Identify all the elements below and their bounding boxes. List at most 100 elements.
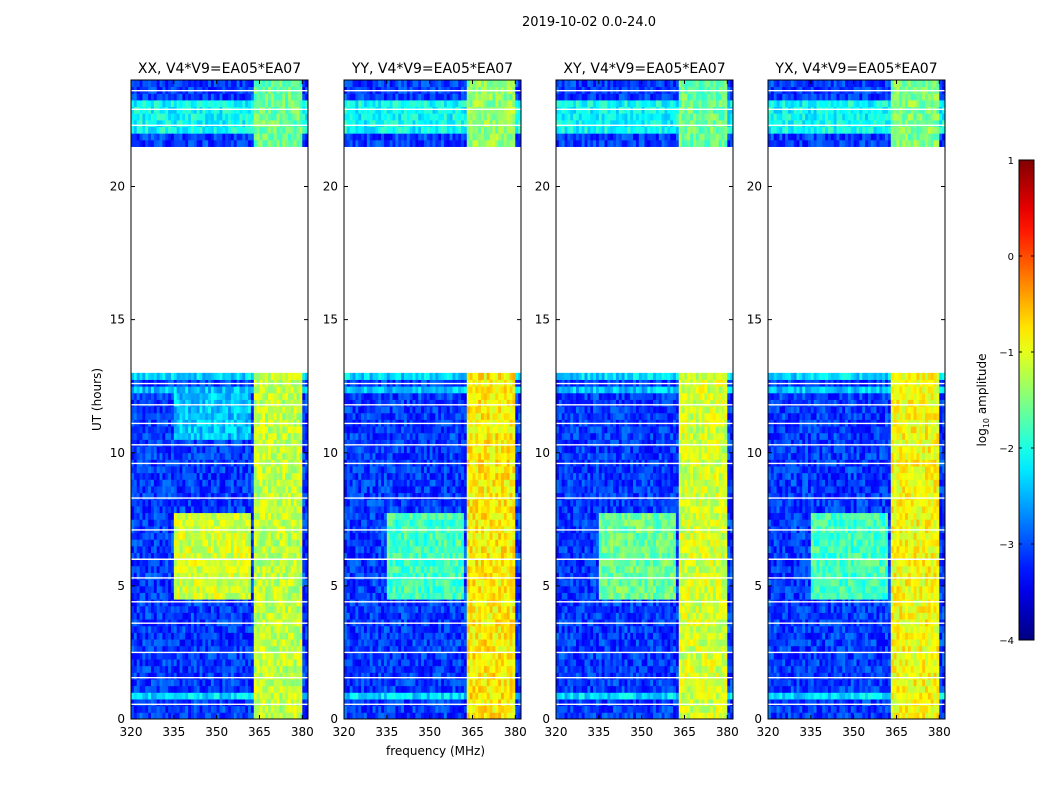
- heatmap-cell: [219, 506, 223, 514]
- heatmap-cell: [159, 599, 163, 607]
- heatmap-cell: [145, 545, 149, 553]
- heatmap-cell: [159, 579, 163, 587]
- heatmap-cell: [150, 486, 155, 494]
- heatmap-cell: [236, 372, 240, 380]
- heatmap-cell: [239, 512, 243, 520]
- heatmap-cell: [182, 512, 186, 520]
- heatmap-cell: [426, 679, 431, 687]
- heatmap-cell: [273, 106, 277, 114]
- heatmap-cell: [148, 466, 152, 474]
- heatmap-cell: [179, 439, 183, 447]
- heatmap-cell: [148, 439, 152, 447]
- heatmap-cell: [182, 113, 186, 121]
- heatmap-cell: [225, 559, 229, 567]
- heatmap-cell: [222, 625, 226, 633]
- heatmap-cell: [262, 605, 266, 613]
- heatmap-cell: [208, 426, 212, 434]
- heatmap-cell: [426, 632, 431, 640]
- heatmap-cell: [495, 692, 499, 700]
- heatmap-cell: [483, 632, 488, 640]
- heatmap-cell: [233, 552, 238, 560]
- heatmap-cell: [233, 119, 238, 127]
- heatmap-cell: [389, 679, 393, 687]
- heatmap-cell: [142, 106, 146, 114]
- heatmap-cell: [153, 106, 158, 114]
- heatmap-cell: [199, 133, 203, 141]
- heatmap-cell: [185, 612, 189, 620]
- heatmap-cell: [150, 645, 155, 653]
- heatmap-cell: [506, 699, 510, 707]
- heatmap-cell: [165, 113, 169, 121]
- heatmap-cell: [443, 679, 448, 687]
- heatmap-cell: [265, 439, 269, 447]
- heatmap-cell: [296, 585, 300, 593]
- heatmap-cell: [268, 625, 272, 633]
- heatmap-cell: [150, 625, 155, 633]
- heatmap-cell: [133, 712, 138, 720]
- heatmap-cell: [302, 426, 306, 434]
- heatmap-cell: [185, 93, 189, 101]
- heatmap-cell: [188, 406, 192, 414]
- heatmap-cell: [196, 592, 200, 600]
- heatmap-cell: [148, 113, 152, 121]
- heatmap-cell: [366, 692, 371, 700]
- heatmap-cell: [253, 659, 258, 667]
- heatmap-cell: [305, 572, 309, 580]
- heatmap-cell: [358, 612, 362, 620]
- heatmap-cell: [233, 479, 238, 487]
- heatmap-cell: [469, 699, 473, 707]
- heatmap-cell: [242, 386, 246, 394]
- heatmap-cell: [236, 506, 240, 514]
- heatmap-cell: [162, 372, 166, 380]
- heatmap-cell: [296, 452, 300, 460]
- heatmap-cell: [369, 599, 373, 607]
- heatmap-cell: [136, 672, 140, 680]
- heatmap-cell: [409, 652, 413, 660]
- heatmap-cell: [288, 652, 292, 660]
- heatmap-cell: [288, 565, 292, 573]
- heatmap-cell: [222, 479, 226, 487]
- heatmap-cell: [208, 532, 212, 540]
- heatmap-cell: [153, 659, 158, 667]
- heatmap-cell: [222, 432, 226, 440]
- heatmap-cell: [518, 659, 522, 667]
- heatmap-cell: [213, 372, 218, 380]
- heatmap-cell: [273, 426, 277, 434]
- heatmap-cell: [173, 99, 178, 108]
- heatmap-cell: [179, 499, 183, 507]
- heatmap-cell: [153, 426, 158, 434]
- heatmap-cell: [381, 659, 385, 667]
- heatmap-cell: [446, 672, 451, 680]
- heatmap-cell: [196, 572, 200, 580]
- heatmap-cell: [173, 113, 178, 121]
- heatmap-cell: [458, 659, 462, 667]
- heatmap-cell: [282, 80, 286, 88]
- heatmap-cell: [443, 692, 448, 700]
- heatmap-cell: [225, 592, 229, 600]
- heatmap-cell: [483, 679, 488, 687]
- heatmap-cell: [239, 545, 243, 553]
- heatmap-cell: [205, 466, 209, 474]
- heatmap-cell: [378, 685, 382, 693]
- heatmap-cell: [148, 639, 152, 647]
- heatmap-cell: [145, 499, 149, 507]
- heatmap-cell: [236, 552, 240, 560]
- heatmap-cell: [131, 372, 135, 380]
- heatmap-cell: [503, 665, 508, 673]
- heatmap-cell: [265, 392, 269, 400]
- heatmap-cell: [268, 692, 272, 700]
- heatmap-cell: [188, 599, 192, 607]
- heatmap-cell: [296, 80, 300, 88]
- heatmap-cell: [248, 625, 252, 633]
- heatmap-cell: [256, 99, 260, 108]
- heatmap-cell: [193, 386, 198, 394]
- heatmap-cell: [162, 399, 166, 407]
- heatmap-cell: [148, 479, 152, 487]
- heatmap-cell: [346, 665, 351, 673]
- heatmap-cell: [205, 372, 209, 380]
- heatmap-cell: [196, 506, 200, 514]
- heatmap-cell: [139, 645, 143, 653]
- heatmap-cell: [185, 133, 189, 141]
- heatmap-cell: [156, 106, 160, 114]
- heatmap-cell: [245, 506, 249, 514]
